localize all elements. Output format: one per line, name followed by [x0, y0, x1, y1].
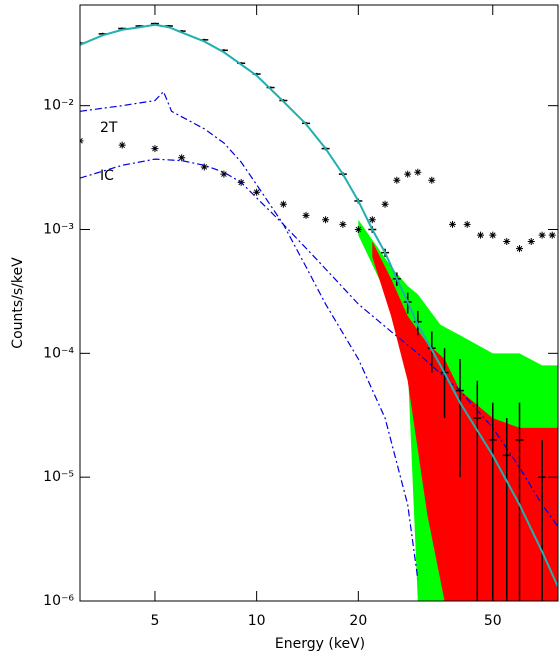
axes-frame [79, 4, 559, 602]
x-axis-label: Energy (keV) [275, 636, 365, 652]
background-point [220, 170, 228, 178]
y-axis-label: Counts/s/keV [10, 257, 26, 349]
background-point [393, 176, 401, 184]
annotation: IC [100, 168, 114, 184]
background-point [151, 145, 159, 153]
background-point [253, 188, 261, 196]
background-point [368, 216, 376, 224]
background-point [200, 163, 208, 171]
background-point [118, 141, 126, 149]
y-tick-label: 10⁻³ [43, 221, 74, 237]
background-point [538, 231, 546, 239]
background-point [463, 220, 471, 228]
x-tick-label: 10 [248, 613, 266, 629]
background-point [414, 168, 422, 176]
x-tick-label: 5 [150, 613, 159, 629]
background-point [516, 245, 524, 253]
component-line [80, 90, 419, 580]
x-tick-label: 20 [349, 613, 367, 629]
background-point [302, 211, 310, 219]
background-point [477, 231, 485, 239]
background-point [381, 200, 389, 208]
y-tick-label: 10⁻⁴ [43, 345, 74, 361]
y-tick-label: 10⁻⁵ [43, 469, 74, 485]
background-point [322, 216, 330, 224]
background-point [354, 225, 362, 233]
background-point [448, 220, 456, 228]
background-point [279, 200, 287, 208]
y-tick-label: 10⁻² [43, 98, 74, 114]
background-point [339, 220, 347, 228]
background-point [178, 154, 186, 162]
plot-area [80, 22, 558, 601]
x-tick-label: 50 [484, 613, 502, 629]
background-point [503, 238, 511, 245]
background-point [489, 231, 497, 239]
annotation: 2T [100, 120, 118, 136]
component-line [80, 158, 558, 527]
y-tick-label: 10⁻⁶ [43, 593, 74, 609]
model-line [80, 23, 558, 588]
background-point [527, 238, 535, 245]
background-point [428, 176, 436, 184]
background-point [404, 170, 412, 178]
band [372, 241, 558, 601]
background-point [548, 231, 556, 239]
